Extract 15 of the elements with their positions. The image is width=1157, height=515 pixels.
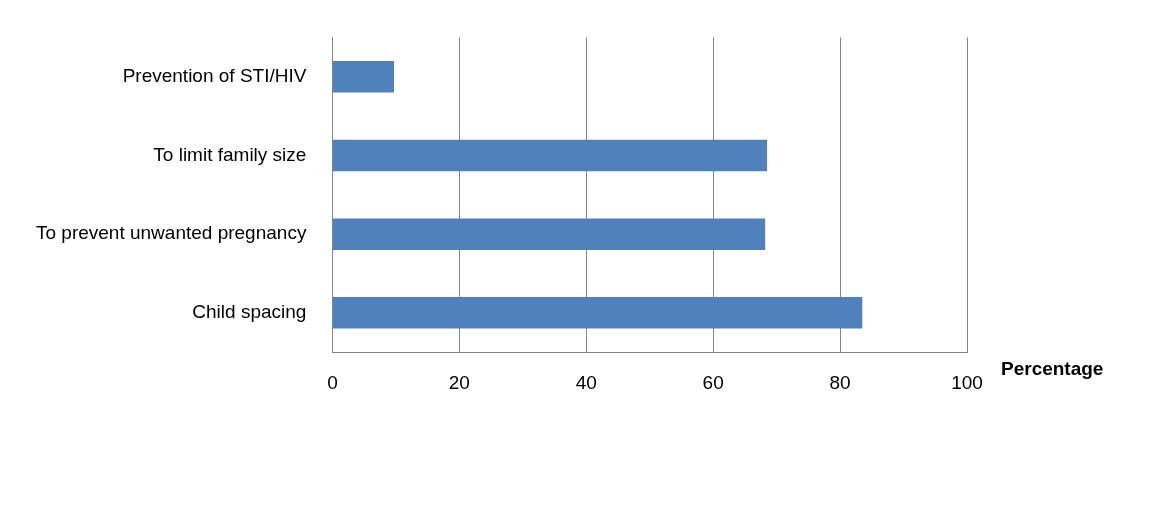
x-tick-label: 80 (829, 371, 851, 393)
x-tick-label: 0 (327, 371, 338, 393)
bar (332, 218, 766, 250)
x-axis-title: Percentage (1001, 358, 1104, 380)
x-tick-label: 60 (702, 371, 724, 393)
x-tick-label: 40 (575, 371, 597, 393)
bar (332, 139, 768, 172)
x-tick-label: 100 (951, 371, 983, 393)
bar (332, 61, 394, 93)
x-tick-label: 20 (448, 371, 470, 393)
bar (332, 297, 863, 329)
y-tick-label: To limit family size (153, 143, 307, 165)
y-tick-label: To prevent unwanted pregnancy (35, 222, 307, 244)
y-tick-label: Child spacing (192, 301, 307, 323)
y-tick-label: Prevention of STI/HIV (122, 64, 307, 86)
